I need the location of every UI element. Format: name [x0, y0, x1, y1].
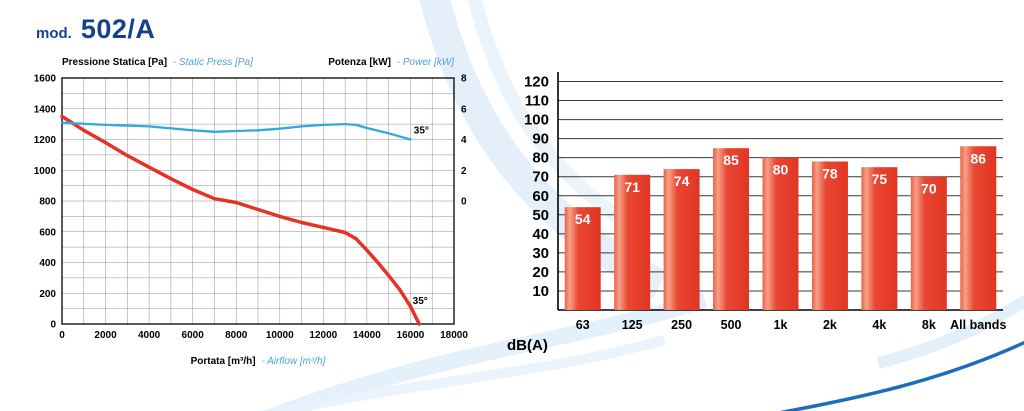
svg-text:14000: 14000	[353, 330, 381, 341]
right-axis-title-secondary: - Power [kW]	[396, 57, 454, 68]
decor-swoosh-icon	[876, 294, 1024, 369]
svg-text:20: 20	[532, 264, 549, 281]
svg-text:0: 0	[50, 320, 56, 331]
category-label: All bands	[950, 318, 1006, 332]
svg-text:1400: 1400	[34, 104, 57, 115]
category-label: 2k	[823, 318, 837, 332]
svg-text:12000: 12000	[309, 330, 337, 341]
bar-value-label: 78	[822, 165, 838, 181]
svg-text:100: 100	[524, 112, 549, 129]
svg-text:0: 0	[461, 197, 467, 208]
svg-text:1200: 1200	[34, 135, 57, 146]
x-axis-title-primary: Portata [m³/h]	[190, 356, 256, 367]
svg-text:60: 60	[532, 188, 549, 205]
y-right-tick-labels: 0 2 4 6 8	[461, 74, 467, 208]
svg-text:90: 90	[532, 131, 549, 148]
y-axis-unit-label: dB(A)	[507, 337, 548, 354]
right-axis-title: Potenza [kW] - Power [kW]	[328, 56, 454, 70]
category-label: 63	[576, 318, 590, 332]
performance-curves-chart: Pressione Statica [Pa] - Static Press [P…	[10, 56, 482, 367]
bar-all-bands	[960, 146, 997, 310]
svg-text:50: 50	[532, 207, 549, 224]
bar-1k	[762, 157, 799, 310]
svg-text:80: 80	[532, 150, 549, 167]
svg-text:400: 400	[39, 258, 56, 269]
svg-text:200: 200	[39, 289, 56, 300]
svg-text:600: 600	[39, 227, 56, 238]
model-number: 502/A	[80, 14, 156, 44]
grid	[61, 77, 455, 325]
svg-text:800: 800	[39, 197, 56, 208]
bar-value-label: 71	[624, 179, 640, 195]
svg-text:6000: 6000	[182, 330, 205, 341]
bar-250	[663, 169, 700, 310]
bar-8k	[910, 176, 947, 310]
svg-text:110: 110	[525, 93, 549, 110]
category-label: 250	[671, 318, 692, 332]
svg-text:70: 70	[532, 169, 549, 186]
left-axis-title-secondary: - Static Press [Pa]	[172, 57, 253, 68]
bar-500	[713, 148, 750, 310]
model-prefix: mod.	[36, 25, 72, 42]
bar-4k	[861, 167, 898, 310]
plot-frame	[61, 77, 455, 325]
bar-value-label: 85	[723, 152, 739, 168]
svg-text:10: 10	[532, 283, 549, 300]
noise-spectrum-chart: 10 20 30 40 50 60 70 80 90 100 110 120 54 63 71 125 74 25…	[503, 60, 1015, 363]
svg-text:18000: 18000	[440, 330, 468, 341]
svg-text:40: 40	[532, 226, 549, 243]
svg-text:1600: 1600	[34, 74, 57, 85]
svg-text:16000: 16000	[397, 330, 425, 341]
bar-2k	[811, 161, 848, 310]
bar-value-label: 75	[872, 171, 888, 187]
svg-text:8000: 8000	[225, 330, 248, 341]
svg-text:10000: 10000	[266, 330, 294, 341]
y-left-tick-labels: 0 200 400 600 800 1000 1200 1400 1600	[34, 74, 57, 331]
y-tick-labels: 10 20 30 40 50 60 70 80 90 100 110 120	[524, 74, 549, 300]
x-tick-labels: 0 2000 4000 6000 8000 10000 12000 14000 16000 180…	[59, 330, 468, 341]
model-header: mod. 502/A	[36, 14, 155, 45]
bar-value-label: 74	[674, 173, 690, 189]
svg-text:4000: 4000	[138, 330, 161, 341]
annotation-label: 35°	[414, 125, 429, 136]
decor-swoosh-icon	[257, 335, 667, 411]
category-label: 8k	[922, 318, 936, 332]
category-label: 500	[721, 318, 742, 332]
svg-text:30: 30	[532, 245, 549, 262]
left-axis-title-primary: Pressione Statica [Pa]	[62, 57, 168, 68]
bar-value-label: 86	[970, 150, 986, 166]
x-axis-title: Portata [m³/h] - Airflow [m³/h]	[10, 356, 482, 367]
svg-text:8: 8	[461, 74, 467, 85]
right-axis-title-primary: Potenza [kW]	[328, 57, 391, 68]
svg-text:1000: 1000	[34, 166, 57, 177]
svg-text:6: 6	[461, 104, 467, 115]
bar-63	[564, 207, 601, 310]
power-kw-curve	[60, 121, 412, 141]
x-axis-title-secondary: - Airflow [m³/h]	[261, 356, 326, 367]
svg-text:0: 0	[59, 330, 65, 341]
category-label: 1k	[774, 318, 788, 332]
svg-text:4: 4	[461, 135, 467, 146]
decor-bottom-curve-icon	[779, 340, 1024, 411]
svg-text:2000: 2000	[94, 330, 117, 341]
svg-text:2: 2	[461, 166, 467, 177]
static-pressure-pa-curve	[60, 114, 421, 326]
bar-value-label: 54	[575, 211, 591, 227]
noise-bars-plot: 10 20 30 40 50 60 70 80 90 100 110 120 54 63 71 125 74 25…	[503, 60, 1015, 363]
svg-text:120: 120	[524, 74, 549, 91]
pressure-power-plot: 0 2000 4000 6000 8000 10000 12000 14000 16000 180…	[10, 72, 482, 355]
bar-value-label: 80	[773, 162, 789, 178]
category-label: 4k	[872, 318, 886, 332]
bar-value-label: 70	[921, 181, 937, 197]
annotation-label: 35°	[413, 296, 428, 307]
category-label: 125	[622, 318, 643, 332]
decor-swoosh-icon	[467, 0, 649, 241]
left-axis-title: Pressione Statica [Pa] - Static Press [P…	[62, 56, 253, 70]
line-chart-titles: Pressione Statica [Pa] - Static Press [P…	[10, 56, 482, 72]
bar-125	[614, 174, 651, 310]
